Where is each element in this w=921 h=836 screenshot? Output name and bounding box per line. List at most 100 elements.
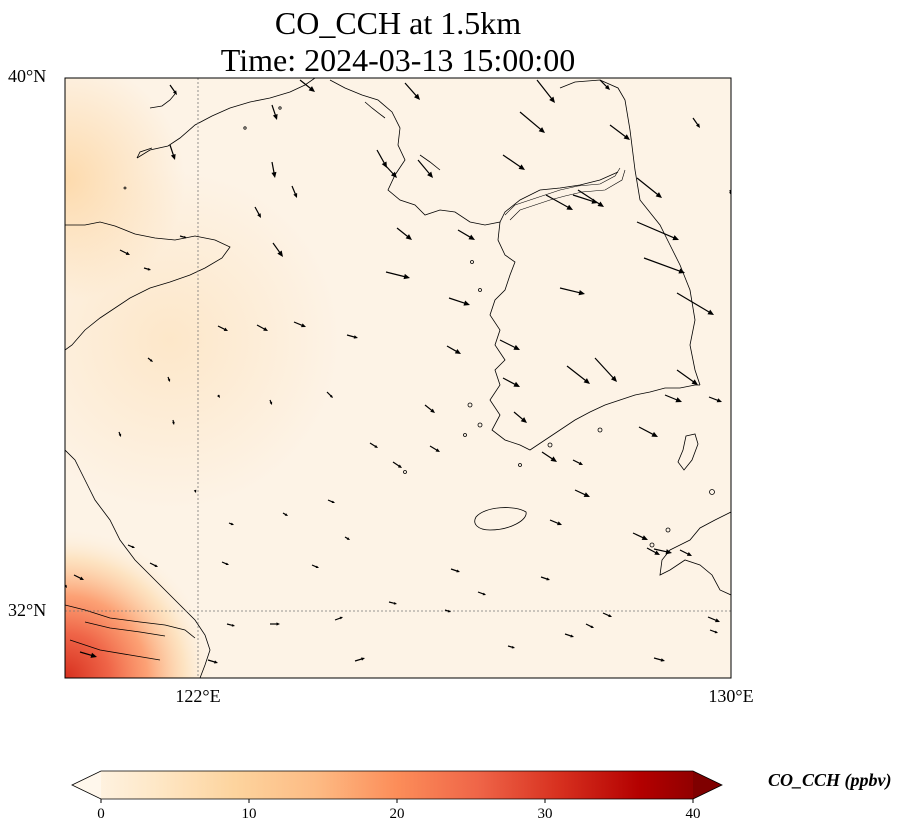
colorbar-tick-label: 30 (537, 806, 553, 822)
wind-arrow (709, 629, 718, 634)
wind-arrow (594, 357, 617, 382)
wind-arrow (566, 365, 590, 384)
wind-arrow (502, 154, 525, 170)
wind-arrow (646, 547, 660, 555)
wind-arrow (271, 161, 277, 178)
wind-arrow (169, 84, 177, 95)
wind-arrow (127, 544, 135, 549)
wind-arrow (708, 396, 722, 403)
wind-arrow (450, 568, 460, 573)
wind-arrow (392, 461, 402, 468)
wind-vectors (65, 79, 731, 664)
wind-arrow (549, 519, 562, 526)
colorbar-tick-label: 20 (389, 806, 405, 822)
map-frame (64, 77, 732, 679)
wind-arrow (217, 325, 228, 331)
wind-arrow (707, 616, 720, 623)
wind-arrow (664, 394, 682, 403)
wind-arrow (193, 489, 197, 493)
wind-arrow (217, 394, 220, 398)
wind-arrow (643, 257, 685, 274)
wind-arrow (226, 623, 235, 627)
wind-arrow (169, 144, 176, 160)
wind-arrow (676, 369, 698, 385)
colorbar-extend-low (72, 771, 101, 799)
wind-arrow (404, 82, 420, 100)
wind-arrow (149, 562, 158, 567)
wind-arrow (172, 419, 175, 425)
wind-arrow (545, 194, 573, 210)
wind-arrow (638, 426, 658, 437)
colorbar-extend-high (693, 771, 722, 799)
wind-arrow (536, 79, 555, 103)
wind-arrow (457, 229, 475, 240)
wind-arrow (499, 339, 520, 350)
wind-arrow (282, 512, 288, 516)
wind-arrow (256, 324, 268, 331)
wind-arrow (636, 221, 679, 241)
coastlines (65, 78, 731, 678)
wind-arrow (507, 645, 515, 649)
wind-arrow (424, 404, 435, 413)
wind-arrow (327, 499, 335, 504)
lat-tick-label: 32°N (8, 600, 47, 620)
wind-arrow (388, 601, 397, 605)
wind-arrow (513, 411, 527, 423)
wind-arrow (477, 591, 486, 596)
wind-arrow (502, 377, 520, 387)
wind-arrow (653, 657, 665, 662)
wind-arrow (119, 249, 130, 255)
wind-arrow (602, 612, 612, 618)
wind-arrow (346, 334, 358, 339)
wind-arrow (118, 431, 122, 437)
wind-arrow (334, 616, 343, 621)
colorbar-tick-label: 10 (241, 806, 257, 822)
wind-arrow (311, 564, 319, 569)
wind-arrow (326, 391, 333, 398)
wind-arrow (564, 633, 574, 638)
wind-arrow (254, 206, 261, 218)
concentration-field (65, 78, 731, 678)
wind-arrow (574, 489, 590, 497)
wind-arrow (270, 622, 280, 626)
wind-arrow (417, 159, 433, 178)
wind-arrow (271, 104, 278, 120)
wind-arrow (444, 609, 451, 613)
wind-arrow (676, 292, 714, 315)
map-title: CO_CCH at 1.5km (274, 5, 522, 41)
wind-arrow (291, 185, 298, 198)
wind-arrow (147, 357, 153, 362)
wind-arrow (293, 321, 306, 328)
wind-arrow (429, 445, 440, 452)
colorbar-tick-label: 40 (685, 806, 701, 822)
wind-arrow (679, 549, 692, 556)
colorbar-tick-label: 0 (97, 806, 105, 822)
wind-arrow (609, 124, 630, 140)
wind-arrow (572, 459, 583, 465)
wind-arrow (269, 399, 273, 405)
wind-arrow (73, 574, 84, 580)
wind-arrow (599, 79, 610, 90)
wind-arrow (385, 271, 410, 280)
wind-arrow (540, 576, 550, 581)
lon-tick-label: 122°E (175, 686, 221, 706)
wind-arrow (272, 242, 283, 257)
wind-arrow (559, 287, 585, 296)
wind-arrow (143, 267, 151, 271)
wind-arrow (585, 623, 594, 628)
map-time: Time: 2024-03-13 15:00:00 (220, 42, 576, 78)
wind-arrow (167, 376, 171, 382)
wind-arrow (692, 117, 700, 128)
wind-arrow (519, 111, 545, 133)
wind-arrow (653, 548, 672, 555)
gridlines (65, 78, 731, 678)
wind-arrow (299, 79, 315, 92)
wind-arrow (632, 532, 648, 540)
wind-arrow (221, 561, 229, 566)
wind-arrow (354, 657, 365, 662)
colorbar (71, 770, 723, 803)
wind-arrow (228, 522, 234, 526)
colorbar-label: CO_CCH (ppbv) (768, 770, 892, 790)
wind-arrow (572, 194, 598, 204)
